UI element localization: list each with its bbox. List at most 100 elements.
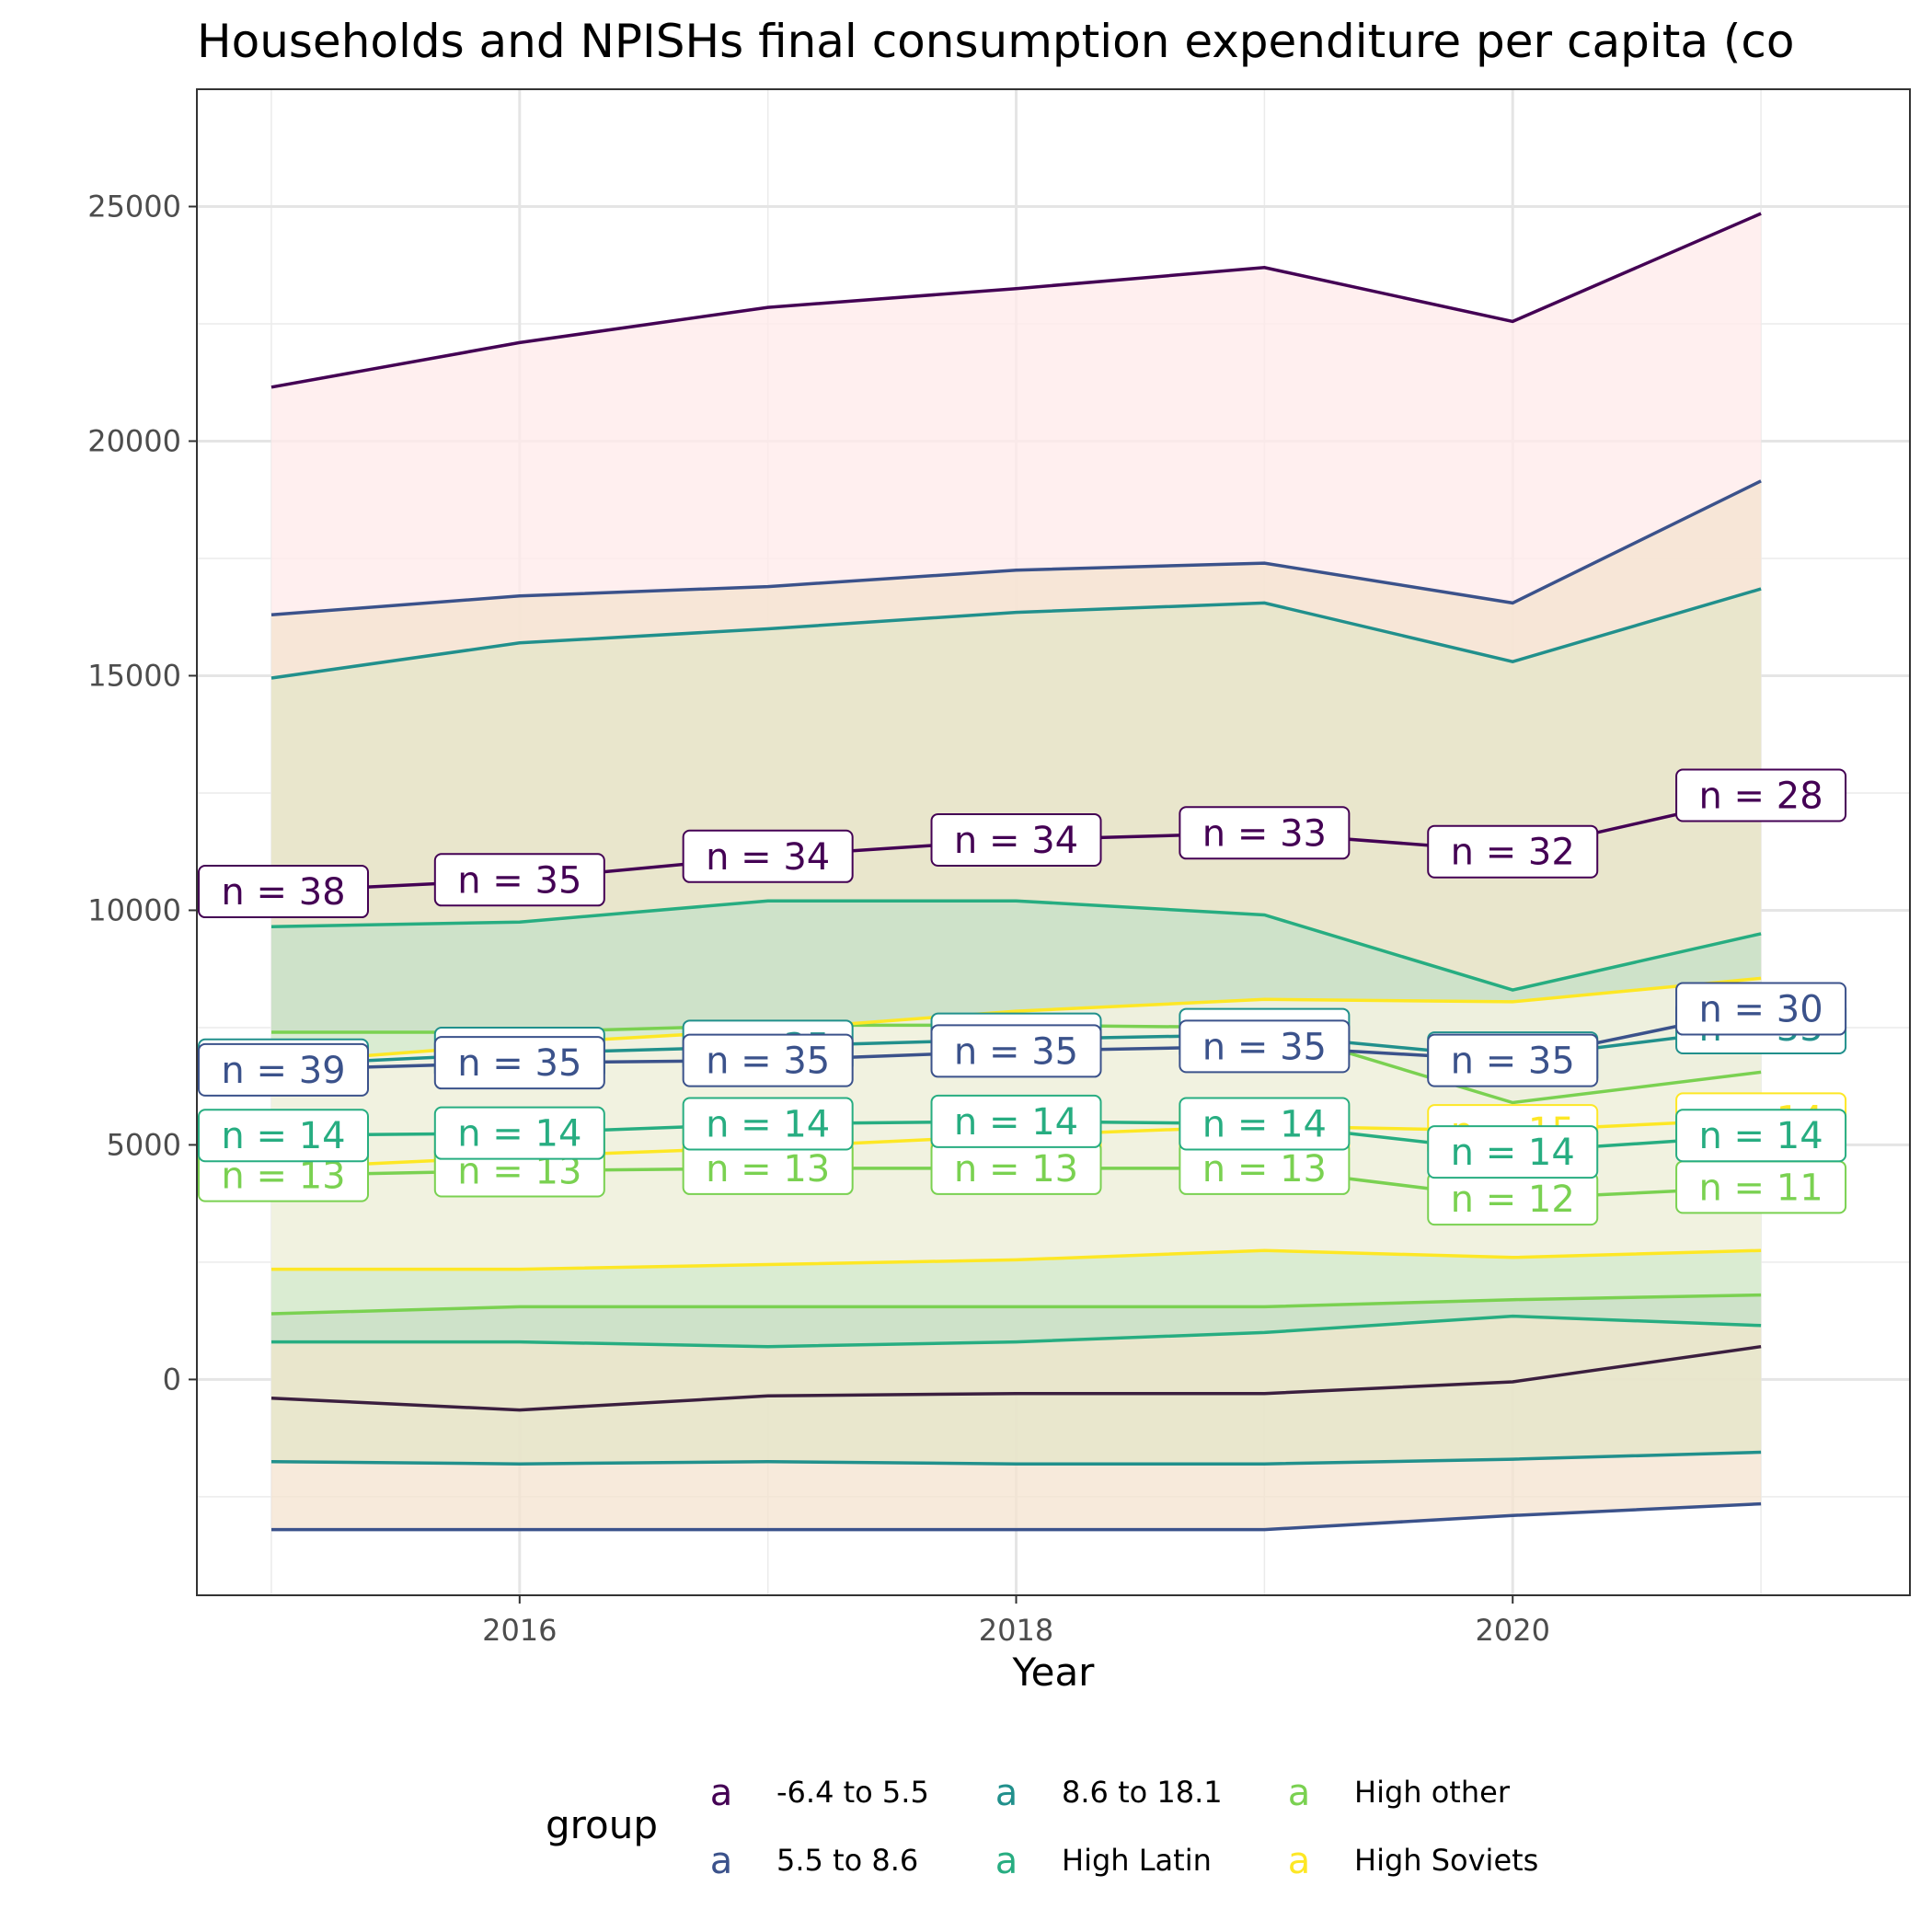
count-label-box [433,1106,605,1160]
x-axis-title: Year [1012,1650,1096,1695]
count-label-box [682,1033,854,1087]
count-label: n = 11 [1675,1160,1847,1214]
count-label: n = 39 [198,1042,369,1097]
chart-title: Households and NPISHs final consumption … [197,15,1794,68]
count-label: n = 14 [198,1109,369,1163]
count-label-text: n = 14 [706,1103,830,1145]
count-label-box [682,1097,854,1151]
legend-label: High Soviets [1354,1843,1538,1878]
legend-item: a 5.5 to 8.6 [710,1840,919,1882]
count-label-text: n = 33 [1202,812,1327,855]
legend-key-glyph: a [1288,1840,1311,1882]
count-label-text: n = 14 [1698,1115,1823,1157]
legend-item: a High other [1288,1772,1511,1814]
count-label: n = 30 [1675,982,1847,1036]
count-label-box [1675,768,1847,822]
count-label: n = 32 [1427,824,1599,879]
series-upper-line-1 [270,479,1762,616]
count-label-box [198,1109,369,1163]
count-label: n = 38 [198,865,369,919]
count-label-box [1179,1019,1351,1074]
count-label: n = 35 [930,1024,1102,1078]
y-tick-label: 10000 [87,892,181,927]
count-label-text: n = 35 [1451,1041,1575,1083]
count-label-box [433,853,605,907]
count-label-text: n = 30 [1698,989,1823,1031]
count-label-text: n = 14 [1451,1132,1575,1174]
y-tick-label: 5000 [107,1127,181,1162]
count-label-box [1675,982,1847,1036]
count-label: n = 35 [433,1036,605,1090]
x-tick-label: 2016 [482,1613,557,1648]
count-label-box [198,1042,369,1097]
y-axis: 0 5000 10000 15000 20000 25000 [87,189,197,1397]
legend: group a -6.4 to 5.5 a 5.5 to 8.6 a 8.6 to 18.… [546,1772,1538,1882]
count-label-box [433,1036,605,1090]
count-label-text: n = 35 [954,1030,1078,1073]
count-label-text: n = 13 [221,1156,345,1198]
x-tick-label: 2020 [1476,1613,1550,1648]
series-upper-line-2 [270,587,1762,680]
series-upper-line-0 [270,212,1762,389]
count-label: n = 33 [1179,806,1351,860]
count-label: n = 13 [1179,1141,1351,1195]
legend-item: a High Soviets [1288,1840,1539,1882]
count-label-text: n = 14 [457,1113,581,1156]
count-label: n = 35 [433,853,605,907]
count-label-text: n = 14 [954,1101,1078,1144]
count-label-box [1427,1125,1599,1179]
count-label-box [930,812,1102,867]
count-label-text: n = 39 [221,1050,345,1092]
legend-label: High Latin [1062,1843,1212,1878]
legend-key-glyph: a [995,1840,1018,1882]
count-label-text: n = 11 [1698,1167,1823,1209]
legend-label: High other [1354,1775,1511,1810]
legend-label: 8.6 to 18.1 [1062,1775,1223,1810]
count-label-text: n = 35 [457,859,581,902]
legend-key-glyph: a [710,1840,733,1882]
legend-key-glyph: a [710,1772,733,1814]
count-label-box [1427,1033,1599,1087]
count-label: n = 35 [1427,1033,1599,1087]
count-label-box [682,829,854,883]
plot-panel-border [196,88,1911,1596]
x-tick-label: 2018 [979,1613,1053,1648]
y-tick-label: 25000 [87,189,181,224]
series-upper-line-3 [270,899,1762,992]
count-label-text: n = 13 [1202,1148,1327,1190]
series-lower-line-1 [271,1501,1762,1532]
count-label: n = 14 [930,1094,1102,1148]
series-lower-line-0 [270,1344,1762,1412]
count-labels: n = 15n = 16n = 16n = 16n = 16n = 15n = … [198,768,1847,1226]
count-label: n = 34 [682,829,854,883]
count-label-box [1179,806,1351,860]
legend-item: a -6.4 to 5.5 [710,1772,929,1814]
count-label-text: n = 14 [221,1115,345,1157]
count-label-box [198,865,369,919]
count-label: n = 14 [682,1097,854,1151]
count-label-text: n = 35 [706,1041,830,1083]
count-label-text: n = 38 [221,871,345,914]
count-label: n = 12 [1427,1172,1599,1226]
count-label: n = 35 [1179,1019,1351,1074]
y-tick-label: 0 [163,1362,181,1397]
legend-label: -6.4 to 5.5 [776,1775,929,1810]
legend-item: a 8.6 to 18.1 [995,1772,1223,1814]
count-label-box [1675,1109,1847,1163]
count-label-text: n = 13 [954,1148,1078,1190]
count-label-text: n = 34 [954,820,1078,862]
y-tick-label: 15000 [87,658,181,693]
count-label: n = 13 [198,1148,369,1202]
count-label: n = 14 [1427,1125,1599,1179]
count-label-box [930,1024,1102,1078]
count-label: n = 14 [1179,1097,1351,1151]
count-label: n = 13 [930,1141,1102,1195]
count-label: n = 14 [1675,1109,1847,1163]
series-lower-line-2 [270,1450,1762,1466]
count-label: n = 28 [1675,768,1847,822]
legend-key-glyph: a [995,1772,1018,1814]
count-label: n = 34 [930,812,1102,867]
count-label-box [1427,824,1599,879]
y-tick-label: 20000 [87,423,181,458]
legend-label: 5.5 to 8.6 [776,1843,918,1878]
